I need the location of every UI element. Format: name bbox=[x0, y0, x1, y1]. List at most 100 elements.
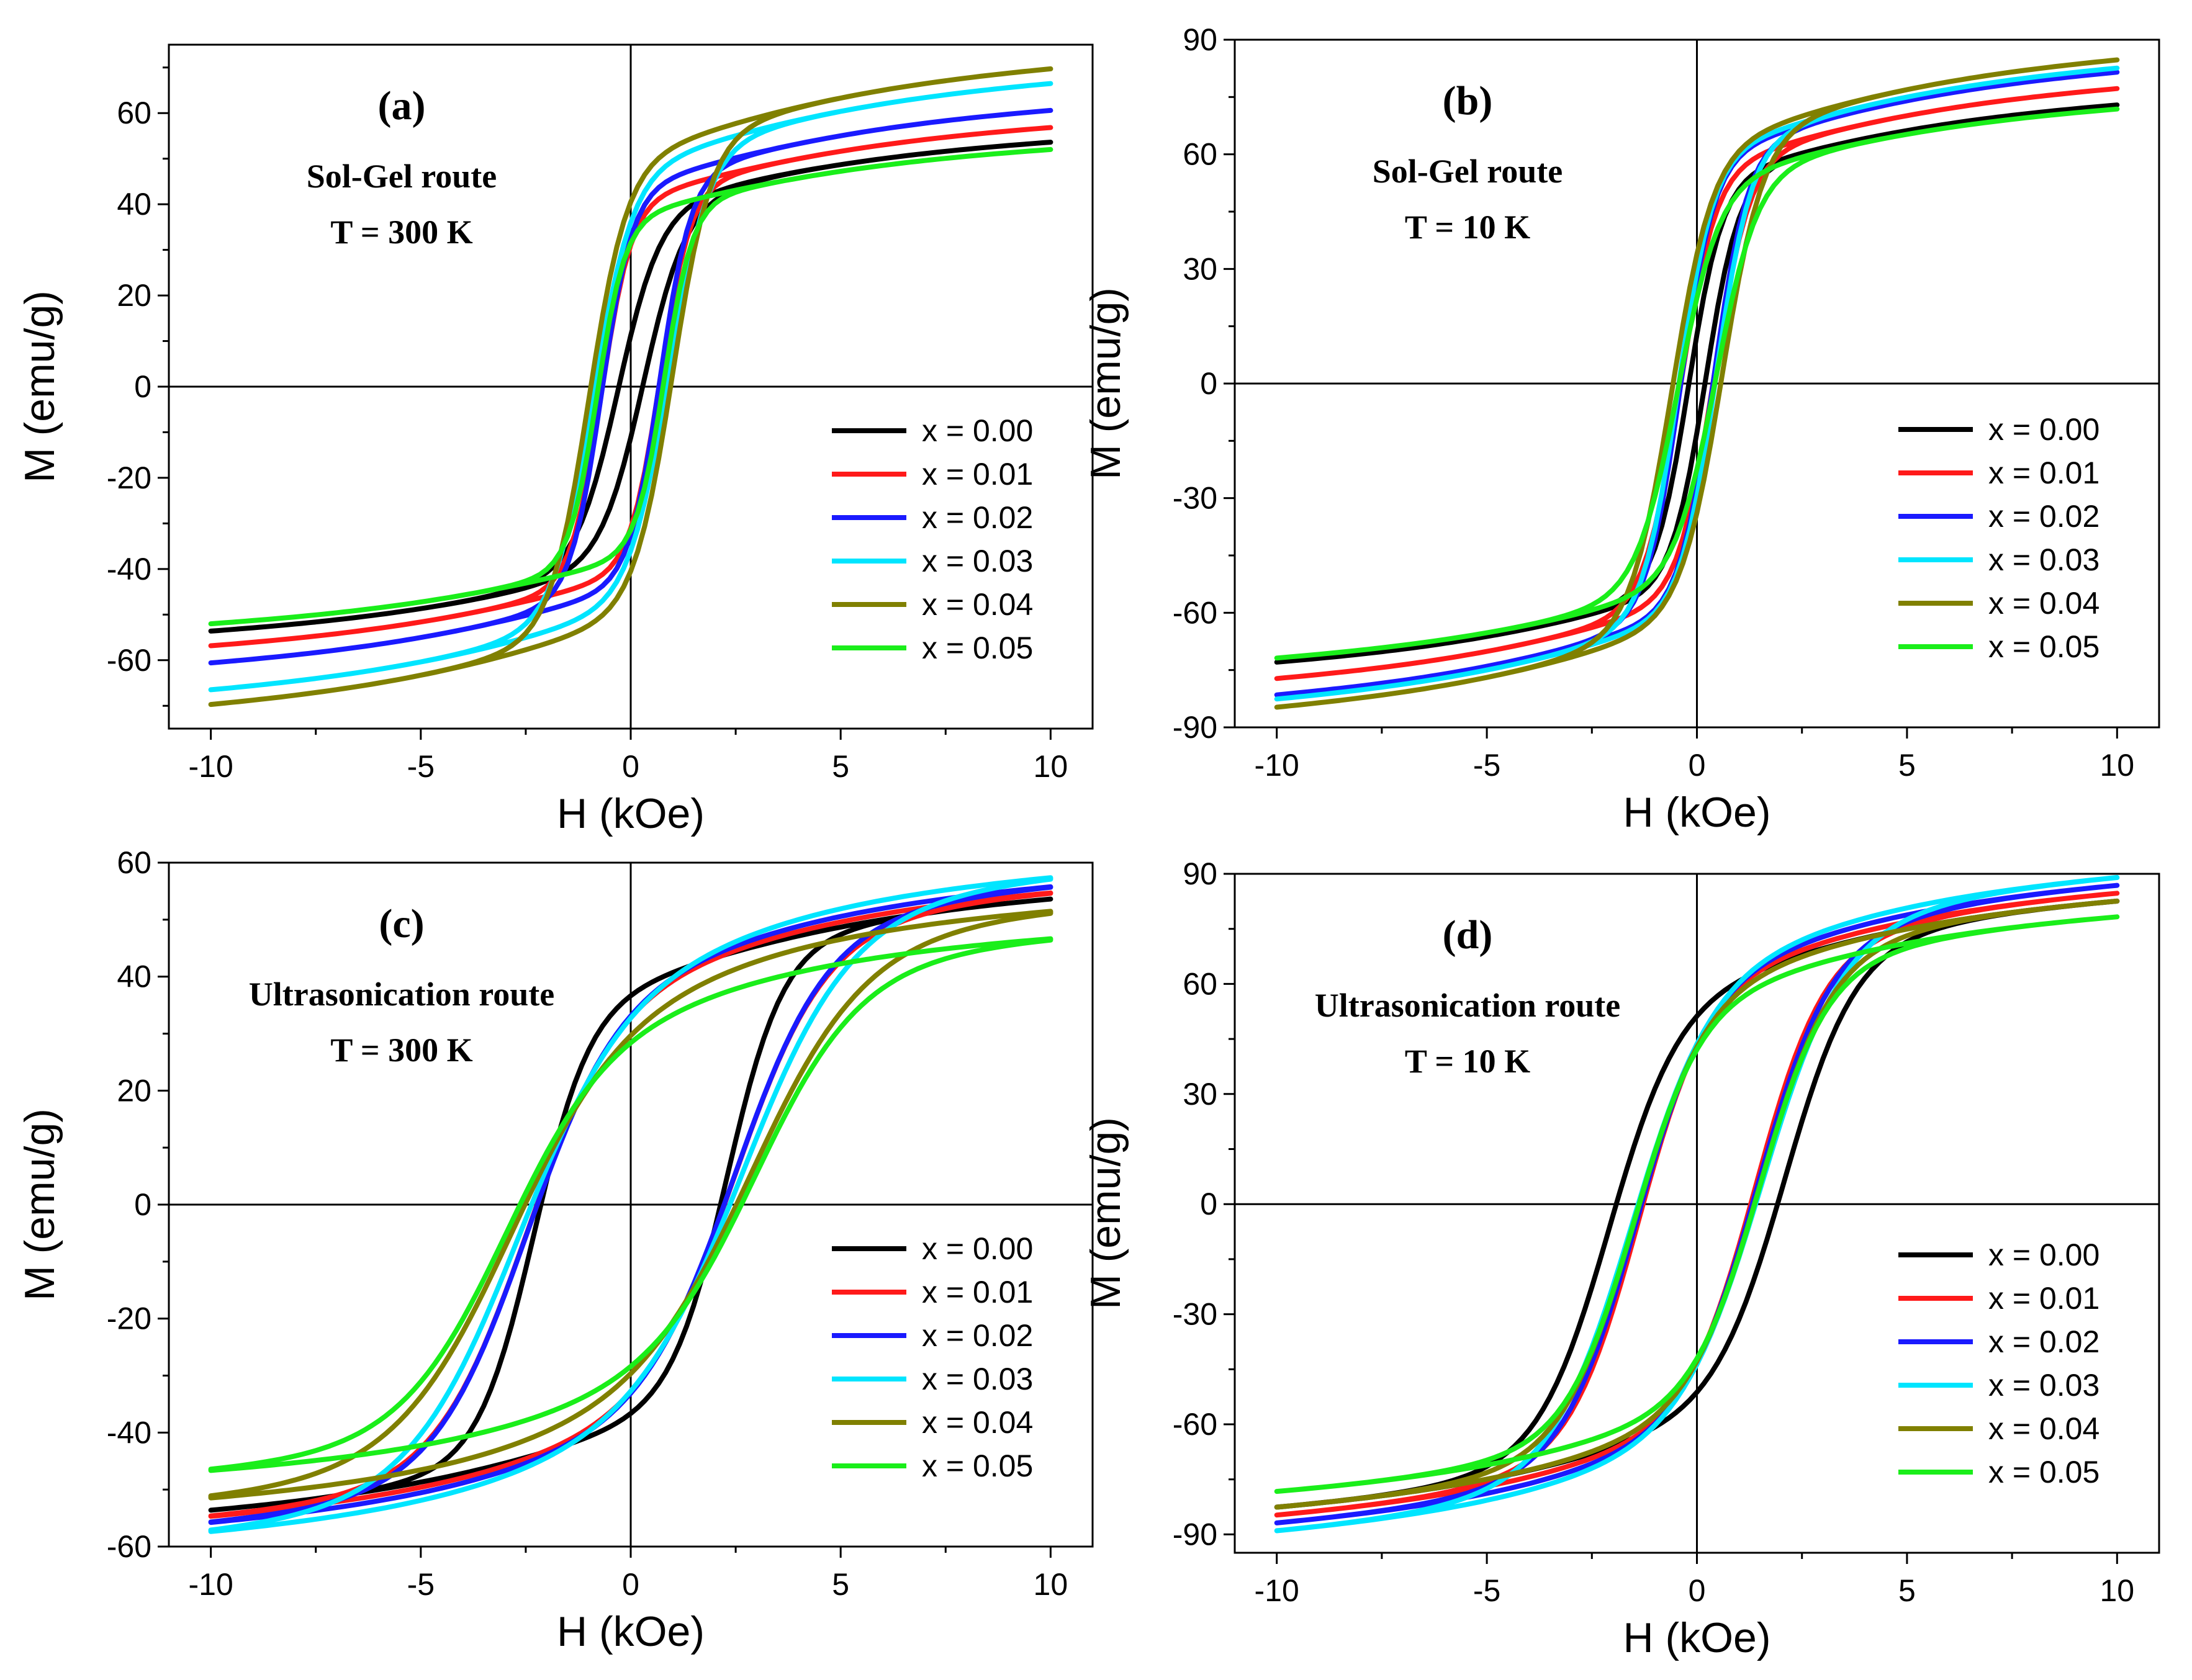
route-label: Ultrasonication route bbox=[249, 976, 554, 1013]
y-tick-label: -60 bbox=[1173, 595, 1217, 630]
legend-entry: x = 0.03 bbox=[922, 1362, 1033, 1396]
legend: x = 0.00 x = 0.01 x = 0.02 x = 0.03 x = 0.04… bbox=[1898, 1238, 2100, 1489]
legend-entry: x = 0.04 bbox=[1988, 1411, 2100, 1446]
x-tick-label: -5 bbox=[1473, 1573, 1500, 1608]
panel-b: -10 -5 0 5 10 -90 -60 -30 0 30 60 90 H (kOe) M (emu/g… bbox=[1082, 22, 2160, 836]
y-tick-label: -30 bbox=[1173, 481, 1217, 516]
legend-entry: x = 0.03 bbox=[1988, 1368, 2100, 1403]
legend-entry: x = 0.02 bbox=[922, 500, 1033, 535]
y-tick-label: 60 bbox=[1183, 966, 1217, 1001]
x-tick-label: 5 bbox=[1898, 1573, 1916, 1608]
y-tick-label: 90 bbox=[1183, 22, 1217, 57]
panel-label: (b) bbox=[1443, 78, 1493, 124]
legend-entry: x = 0.02 bbox=[922, 1318, 1033, 1353]
series-curve-x000 bbox=[1274, 102, 2120, 665]
legend-entry: x = 0.00 bbox=[922, 1231, 1033, 1266]
series-curve-x002 bbox=[208, 884, 1053, 1525]
panel-label: (c) bbox=[379, 901, 424, 946]
x-tick-label: 10 bbox=[1034, 749, 1068, 784]
series-curve-x004 bbox=[1274, 57, 2120, 710]
x-tick-label: 0 bbox=[1689, 748, 1706, 783]
x-tick-label: -10 bbox=[1255, 1573, 1299, 1608]
legend-entry: x = 0.01 bbox=[1988, 1281, 2100, 1316]
y-tick-label: -40 bbox=[107, 552, 151, 586]
series-curve-x002 bbox=[1274, 70, 2120, 698]
legend-entry: x = 0.04 bbox=[922, 587, 1033, 622]
legend-entry: x = 0.03 bbox=[922, 544, 1033, 578]
x-tick-label: 10 bbox=[1034, 1567, 1068, 1602]
x-tick-label: -10 bbox=[1255, 748, 1299, 783]
panel-label: (d) bbox=[1443, 912, 1493, 958]
y-tick-label: -60 bbox=[1173, 1407, 1217, 1442]
panel-a: -10 -5 0 5 10 -60 -40 -20 0 20 40 60 H (kOe) M (emu/g… bbox=[16, 43, 1094, 837]
series-curve-x002 bbox=[1274, 883, 2120, 1525]
legend-entry: x = 0.05 bbox=[922, 1449, 1033, 1483]
series-curve-x003 bbox=[208, 875, 1053, 1534]
temperature-label: T = 10 K bbox=[1405, 1043, 1530, 1080]
y-tick-label: -90 bbox=[1173, 710, 1217, 745]
legend-entry: x = 0.02 bbox=[1988, 499, 2100, 534]
y-axis-label: M (emu/g) bbox=[16, 1108, 63, 1301]
y-axis-label: M (emu/g) bbox=[1082, 287, 1129, 480]
y-tick-label: 0 bbox=[1200, 1187, 1217, 1221]
y-tick-label: -90 bbox=[1173, 1517, 1217, 1552]
legend-entry: x = 0.04 bbox=[1988, 586, 2100, 621]
panel-d: -10 -5 0 5 10 -90 -60 -30 0 30 60 90 H (kOe) M (emu/g… bbox=[1082, 856, 2160, 1661]
series-curve-x000 bbox=[208, 896, 1053, 1513]
y-tick-label: -20 bbox=[107, 1301, 151, 1336]
y-axis-label: M (emu/g) bbox=[16, 290, 63, 483]
legend-entry: x = 0.05 bbox=[922, 631, 1033, 665]
y-tick-label: 30 bbox=[1183, 251, 1217, 286]
y-tick-label: -40 bbox=[107, 1415, 151, 1450]
series-curve-x005 bbox=[208, 146, 1053, 627]
legend-entry: x = 0.00 bbox=[1988, 412, 2100, 447]
route-label: Sol-Gel route bbox=[307, 158, 497, 195]
legend: x = 0.00 x = 0.01 x = 0.02 x = 0.03 x = 0.04… bbox=[832, 1231, 1033, 1483]
y-tick-label: 40 bbox=[117, 187, 151, 222]
x-tick-label: 5 bbox=[1898, 748, 1916, 783]
temperature-label: T = 300 K bbox=[330, 1031, 472, 1069]
y-tick-label: -60 bbox=[107, 643, 151, 678]
series-curve-x005 bbox=[1274, 914, 2120, 1494]
x-axis-label: H (kOe) bbox=[557, 1608, 705, 1655]
legend: x = 0.00 x = 0.01 x = 0.02 x = 0.03 x = 0.04… bbox=[832, 413, 1033, 665]
y-tick-label: 20 bbox=[117, 278, 151, 313]
series-curve-x004 bbox=[1274, 898, 2120, 1510]
series-curve-x005 bbox=[208, 936, 1053, 1473]
legend-entry: x = 0.05 bbox=[1988, 1455, 2100, 1489]
y-tick-label: 0 bbox=[134, 369, 151, 404]
y-tick-label: -60 bbox=[107, 1529, 151, 1564]
y-tick-label: 30 bbox=[1183, 1077, 1217, 1112]
x-tick-label: 5 bbox=[832, 1567, 849, 1602]
series-curve-x004 bbox=[208, 66, 1053, 707]
series-curve-x000 bbox=[208, 140, 1053, 634]
legend-entry: x = 0.03 bbox=[1988, 542, 2100, 577]
legend: x = 0.00 x = 0.01 x = 0.02 x = 0.03 x = 0.04… bbox=[1898, 412, 2100, 664]
x-tick-label: 5 bbox=[832, 749, 849, 784]
x-tick-label: -5 bbox=[407, 749, 435, 784]
y-tick-label: -30 bbox=[1173, 1297, 1217, 1332]
y-tick-label: 20 bbox=[117, 1073, 151, 1108]
x-tick-label: 0 bbox=[622, 749, 639, 784]
x-tick-label: 0 bbox=[1689, 1573, 1706, 1608]
series-curve-x003 bbox=[1274, 65, 2120, 702]
x-tick-label: 0 bbox=[622, 1567, 639, 1602]
y-tick-label: 60 bbox=[1183, 137, 1217, 172]
panel-label: (a) bbox=[378, 83, 426, 128]
temperature-label: T = 10 K bbox=[1405, 209, 1530, 246]
legend-entry: x = 0.00 bbox=[1988, 1238, 2100, 1272]
series-curve-x004 bbox=[208, 909, 1053, 1501]
legend-entry: x = 0.04 bbox=[922, 1405, 1033, 1440]
y-tick-label: 0 bbox=[134, 1187, 151, 1222]
route-label: Sol-Gel route bbox=[1373, 153, 1563, 190]
y-tick-label: -20 bbox=[107, 460, 151, 495]
legend-entry: x = 0.01 bbox=[922, 457, 1033, 492]
temperature-label: T = 300 K bbox=[330, 213, 472, 251]
series-curve-x002 bbox=[208, 107, 1053, 666]
series-curve-x005 bbox=[1274, 106, 2120, 661]
y-tick-label: 60 bbox=[117, 96, 151, 130]
x-axis-label: H (kOe) bbox=[1623, 789, 1771, 836]
x-tick-label: 10 bbox=[2100, 748, 2135, 783]
series-curve-x003 bbox=[208, 81, 1053, 693]
